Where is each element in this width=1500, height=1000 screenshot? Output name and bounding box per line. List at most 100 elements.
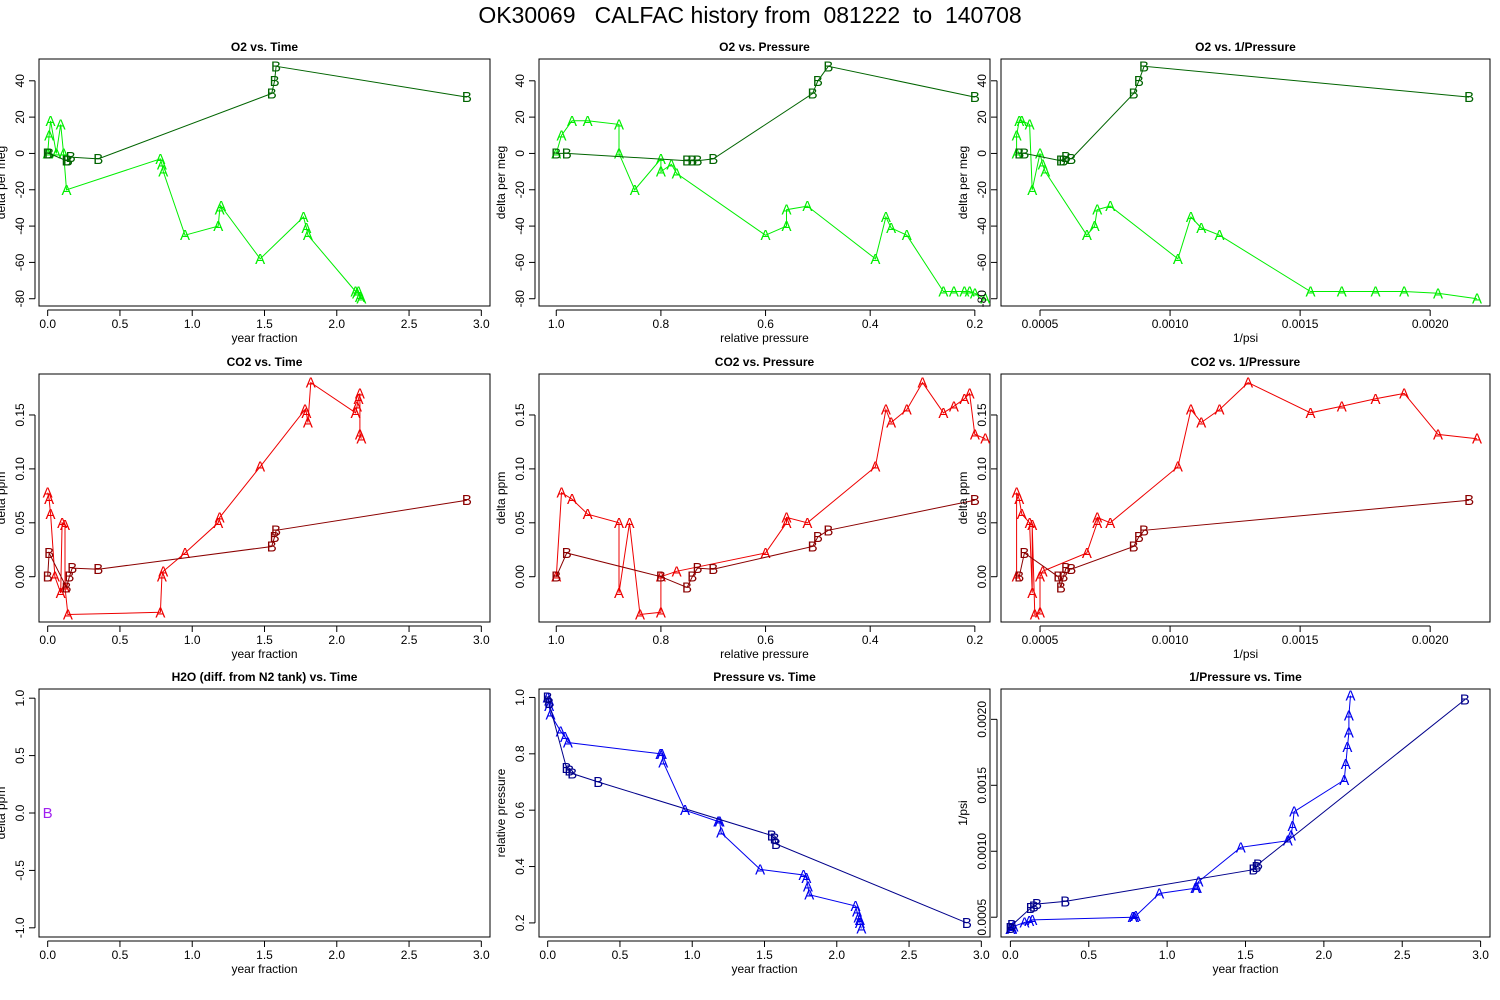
data-point-A: A <box>351 405 361 422</box>
data-point-B: B <box>1460 692 1470 709</box>
data-point-B: B <box>270 73 280 90</box>
data-point-A: A <box>306 375 316 392</box>
data-point-A: A <box>215 509 225 526</box>
y-axis-label: delta ppm <box>956 472 970 525</box>
data-point-B: B <box>687 153 697 170</box>
data-point-A: A <box>658 754 668 771</box>
data-point-A: A <box>980 291 990 308</box>
data-point-A: A <box>657 746 667 763</box>
plot-frame <box>1000 688 1491 938</box>
data-point-A: A <box>1236 839 1246 856</box>
x-tick-label: 1.5 <box>256 317 273 331</box>
y-tick-label: -20 <box>13 181 27 199</box>
data-point-A: A <box>213 515 223 532</box>
data-point-A: A <box>46 113 56 130</box>
data-point-A: A <box>870 459 880 476</box>
data-point-A: A <box>544 698 554 715</box>
data-point-A: A <box>1092 202 1102 219</box>
data-point-A: A <box>356 291 366 308</box>
data-point-A: A <box>56 585 66 602</box>
x-tick-label: 2.5 <box>401 948 418 962</box>
data-point-B: B <box>1019 145 1029 162</box>
data-point-A: A <box>1030 606 1040 623</box>
y-tick-label: 0 <box>13 150 27 157</box>
chart-panel-7: H2O (diff. from N2 tank) vs. Time 0.0 0.5 1… <box>0 670 491 976</box>
x-tick-label: 0.0020 <box>1412 317 1449 331</box>
series-line-A <box>555 120 986 300</box>
data-point-A: A <box>43 485 53 502</box>
y-axis-label: delta per meg <box>494 146 508 219</box>
data-point-A: A <box>1027 912 1037 929</box>
data-point-A: A <box>216 198 226 215</box>
data-point-A: A <box>51 145 61 162</box>
data-point-B: B <box>771 836 781 853</box>
data-point-A: A <box>970 426 980 443</box>
y-tick-label: 0.2 <box>513 914 527 931</box>
data-point-B: B <box>462 89 472 106</box>
data-point-B: B <box>682 153 692 170</box>
data-point-A: A <box>1007 920 1017 937</box>
x-axis-label: relative pressure <box>720 647 809 661</box>
data-point-A: A <box>355 426 365 443</box>
data-point-A: A <box>761 545 771 562</box>
data-point-A: A <box>881 209 891 226</box>
data-point-A: A <box>980 431 990 448</box>
data-point-A: A <box>301 405 311 422</box>
data-point-B: B <box>813 73 823 90</box>
data-point-A: A <box>1092 515 1102 532</box>
data-point-B: B <box>1056 579 1066 596</box>
data-point-B: B <box>1029 899 1039 916</box>
data-point-B: B <box>708 151 718 168</box>
data-point-B: B <box>567 766 577 783</box>
data-point-A: A <box>300 402 310 419</box>
data-point-A: A <box>157 156 167 173</box>
y-tick-label: 0 <box>975 150 989 157</box>
x-tick-label: 2.0 <box>328 317 345 331</box>
data-point-A: A <box>1014 113 1024 130</box>
data-point-B: B <box>63 153 73 170</box>
data-point-A: A <box>1186 209 1196 226</box>
x-axis-label: year fraction <box>731 962 797 976</box>
data-point-A: A <box>1341 756 1351 773</box>
data-point-B: B <box>551 569 561 586</box>
x-tick-label: 1.0 <box>548 633 565 647</box>
data-point-A: A <box>949 398 959 415</box>
data-point-A: A <box>1012 145 1022 162</box>
data-point-A: A <box>886 415 896 432</box>
y-axis-label: delta ppm <box>494 472 508 525</box>
y-tick-label: 20 <box>13 110 27 124</box>
chart-panel-6: CO2 vs. 1/Pressure 0.0005 0.0010 0.0015 0.00… <box>956 355 1491 661</box>
x-tick-label: 3.0 <box>973 948 990 962</box>
data-point-B: B <box>1056 153 1066 170</box>
data-point-B: B <box>267 86 277 103</box>
data-point-A: A <box>802 198 812 215</box>
data-point-A: A <box>1020 914 1030 931</box>
data-point-B: B <box>962 915 972 932</box>
data-point-A: A <box>1433 285 1443 302</box>
data-point-A: A <box>1014 491 1024 508</box>
data-point-A: A <box>567 491 577 508</box>
data-point-A: A <box>870 251 880 268</box>
y-tick-label: -40 <box>975 217 989 235</box>
y-tick-label: 0.10 <box>13 457 27 481</box>
data-point-B: B <box>682 579 692 596</box>
data-point-A: A <box>556 485 566 502</box>
data-point-A: A <box>851 898 861 915</box>
data-point-A: A <box>881 402 891 419</box>
x-axis-label: 1/psi <box>1233 647 1258 661</box>
data-point-A: A <box>556 723 566 740</box>
y-tick-label: -0.5 <box>13 860 27 881</box>
x-tick-label: 0.0 <box>539 948 556 962</box>
data-point-A: A <box>1027 585 1037 602</box>
y-tick-label: 0.0010 <box>975 833 989 870</box>
data-point-A: A <box>1012 485 1022 502</box>
data-point-B: B <box>656 569 666 586</box>
data-point-A: A <box>352 285 362 302</box>
plot-frame <box>538 373 991 623</box>
data-point-B: B <box>462 492 472 509</box>
data-point-A: A <box>1289 804 1299 821</box>
data-point-B: B <box>564 763 574 780</box>
